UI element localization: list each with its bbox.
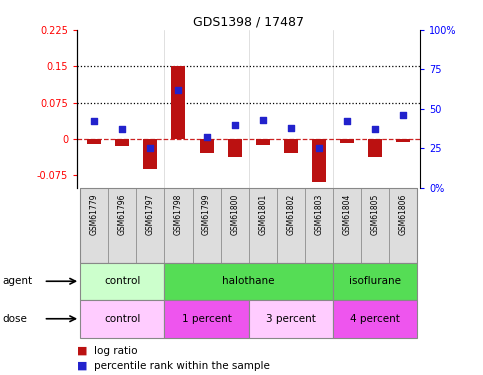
Bar — [115, 139, 129, 146]
Bar — [340, 139, 354, 143]
Bar — [277, 188, 305, 262]
Text: control: control — [104, 314, 141, 324]
Bar — [199, 139, 213, 153]
Text: halothane: halothane — [223, 276, 275, 286]
Bar — [164, 262, 333, 300]
Text: GSM61805: GSM61805 — [371, 194, 380, 235]
Point — [343, 118, 351, 124]
Bar — [389, 188, 417, 262]
Bar — [80, 300, 164, 338]
Point — [175, 87, 183, 93]
Bar — [80, 188, 108, 262]
Bar — [221, 188, 249, 262]
Bar — [164, 188, 193, 262]
Text: 3 percent: 3 percent — [266, 314, 316, 324]
Bar — [249, 300, 333, 338]
Bar — [108, 188, 136, 262]
Text: GSM61799: GSM61799 — [202, 194, 211, 235]
Bar — [143, 139, 157, 169]
Text: GSM61779: GSM61779 — [90, 194, 99, 235]
Text: GSM61803: GSM61803 — [314, 194, 324, 235]
Text: percentile rank within the sample: percentile rank within the sample — [94, 361, 270, 370]
Bar — [284, 139, 298, 153]
Point — [118, 126, 126, 132]
Text: ■: ■ — [77, 346, 91, 355]
Text: isoflurane: isoflurane — [349, 276, 401, 286]
Text: GSM61796: GSM61796 — [118, 194, 127, 235]
Text: GSM61801: GSM61801 — [258, 194, 267, 235]
Bar — [361, 188, 389, 262]
Point — [259, 117, 267, 123]
Bar — [136, 188, 164, 262]
Bar — [227, 139, 242, 158]
Text: GSM61806: GSM61806 — [399, 194, 408, 235]
Text: dose: dose — [2, 314, 28, 324]
Point — [90, 118, 98, 124]
Point — [399, 112, 407, 118]
Text: GSM61802: GSM61802 — [286, 194, 296, 235]
Point — [371, 126, 379, 132]
Bar — [249, 188, 277, 262]
Bar — [333, 300, 417, 338]
Point — [231, 122, 239, 128]
Text: 4 percent: 4 percent — [350, 314, 400, 324]
Bar — [368, 139, 382, 158]
Bar — [164, 300, 249, 338]
Text: GSM61798: GSM61798 — [174, 194, 183, 235]
Text: agent: agent — [2, 276, 32, 286]
Text: log ratio: log ratio — [94, 346, 138, 355]
Title: GDS1398 / 17487: GDS1398 / 17487 — [193, 16, 304, 29]
Bar — [305, 188, 333, 262]
Text: 1 percent: 1 percent — [182, 314, 231, 324]
Bar — [397, 139, 411, 142]
Bar — [333, 262, 417, 300]
Bar — [312, 139, 326, 182]
Bar — [171, 66, 185, 139]
Bar — [80, 262, 164, 300]
Bar — [87, 139, 101, 144]
Point — [203, 134, 211, 140]
Text: GSM61797: GSM61797 — [146, 194, 155, 235]
Point — [315, 145, 323, 151]
Bar — [193, 188, 221, 262]
Text: control: control — [104, 276, 141, 286]
Point — [146, 145, 154, 151]
Bar — [256, 139, 270, 146]
Point — [287, 124, 295, 130]
Text: GSM61800: GSM61800 — [230, 194, 239, 235]
Text: GSM61804: GSM61804 — [342, 194, 352, 235]
Text: ■: ■ — [77, 361, 91, 370]
Bar — [333, 188, 361, 262]
